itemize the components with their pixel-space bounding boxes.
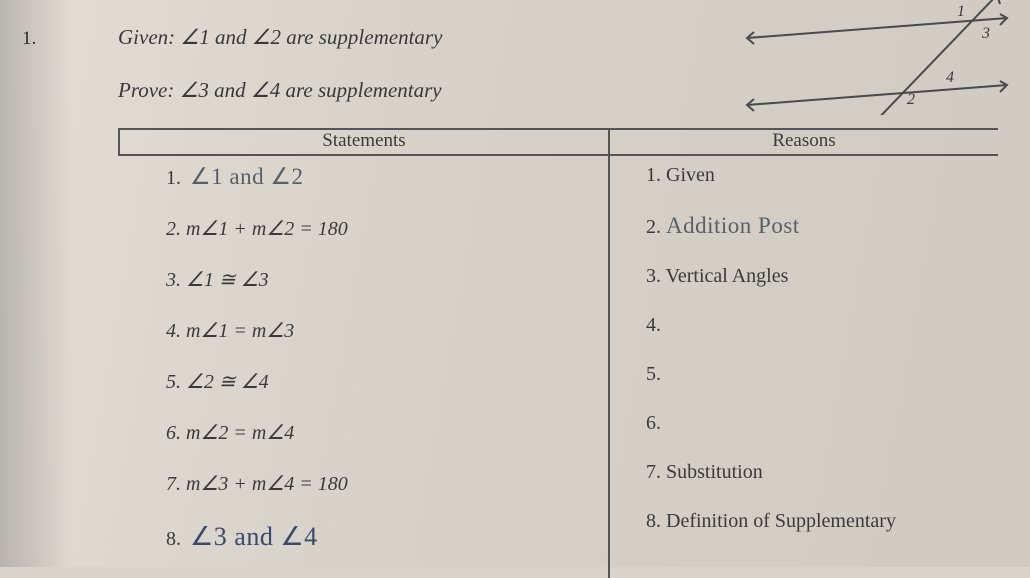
page-shadow: [0, 0, 90, 567]
reason-7: 7. Substitution: [646, 461, 998, 484]
reason-5: 5.: [646, 363, 998, 386]
proof-table: Statements Reasons 1. ∠1 and ∠2 2. m∠1 +…: [118, 128, 998, 578]
table-header: Statements Reasons: [118, 128, 998, 156]
given-line: Given: ∠1 and ∠2 are supplementary: [118, 25, 442, 50]
reason-8: 8. Definition of Supplementary: [646, 510, 998, 533]
reasons-column: 1. Given 2. Addition Post 3. Vertical An…: [608, 156, 998, 578]
statement-8: 8. ∠3 and ∠4: [166, 522, 608, 552]
header-statements: Statements: [118, 130, 608, 154]
prove-text: ∠3 and ∠4 are supplementary: [180, 78, 442, 102]
geometry-diagram: 1 3 2 4: [742, 0, 1012, 115]
table-body: 1. ∠1 and ∠2 2. m∠1 + m∠2 = 180 3. ∠1 ≅ …: [118, 156, 998, 578]
given-label: Given:: [118, 25, 175, 49]
header-reasons: Reasons: [608, 130, 998, 154]
reason-6: 6.: [646, 412, 998, 435]
statement-3: 3. ∠1 ≅ ∠3: [166, 267, 608, 292]
prove-line: Prove: ∠3 and ∠4 are supplementary: [118, 78, 442, 103]
statement-1: 1. ∠1 and ∠2: [166, 164, 608, 190]
statements-column: 1. ∠1 and ∠2 2. m∠1 + m∠2 = 180 3. ∠1 ≅ …: [118, 156, 608, 578]
statement-1-num: 1.: [166, 167, 181, 189]
reason-2: 2. Addition Post: [646, 213, 998, 239]
reason-2-num: 2.: [646, 216, 661, 238]
statement-5: 5. ∠2 ≅ ∠4: [166, 369, 608, 394]
reason-4: 4.: [646, 314, 998, 337]
given-text: ∠1 and ∠2 are supplementary: [180, 25, 442, 49]
prove-label: Prove:: [118, 78, 174, 102]
worksheet-page: 1. Given: ∠1 and ∠2 are supplementary Pr…: [0, 0, 1030, 567]
statement-6: 6. m∠2 = m∠4: [166, 420, 608, 445]
statement-4: 4. m∠1 = m∠3: [166, 318, 608, 343]
diagram-label-2: 2: [907, 91, 915, 108]
statement-2: 2. m∠1 + m∠2 = 180: [166, 216, 608, 241]
diagram-label-4: 4: [946, 69, 954, 86]
reason-3: 3. Vertical Angles: [646, 265, 998, 288]
reason-1: 1. Given: [646, 164, 998, 187]
statement-8-handwritten: ∠3 and ∠4: [190, 522, 318, 551]
statement-7: 7. m∠3 + m∠4 = 180: [166, 471, 608, 496]
diagram-label-3: 3: [981, 25, 990, 42]
diagram-label-1: 1: [957, 3, 965, 20]
reason-2-handwritten: Addition Post: [666, 213, 800, 238]
statement-8-num: 8.: [166, 528, 181, 550]
problem-number: 1.: [22, 28, 36, 50]
statement-1-handwritten: ∠1 and ∠2: [190, 164, 303, 189]
